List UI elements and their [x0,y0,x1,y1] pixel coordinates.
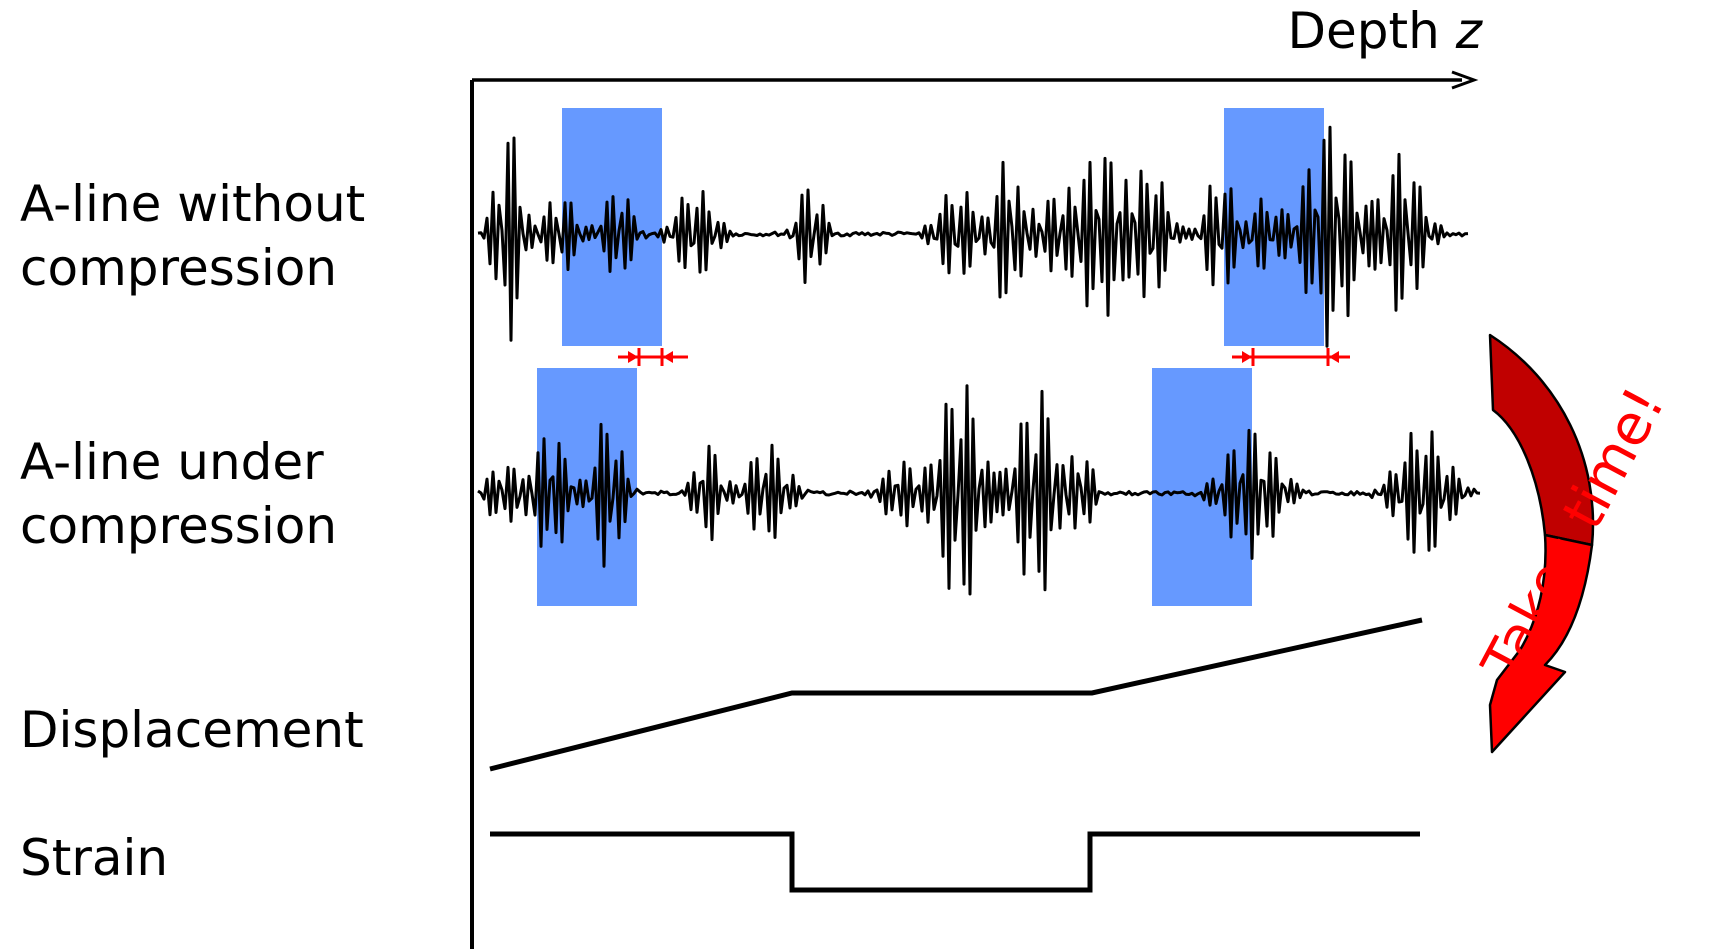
label-aline-compressed: A-line under compression [20,430,337,558]
label-displacement: Displacement [20,698,364,762]
strain-curve [490,834,1420,890]
label-strain: Strain [20,826,168,890]
window-2-compressed [1152,368,1252,606]
shift-marker-1 [618,348,688,366]
shift-marker-2 [1232,348,1350,366]
depth-axis-title: Depth [1288,2,1440,60]
label-aline-uncompressed: A-line without compression [20,172,365,300]
depth-axis-label: Depth z [1288,2,1482,60]
depth-axis-variable: z [1456,2,1482,60]
displacement-curve [490,620,1422,769]
